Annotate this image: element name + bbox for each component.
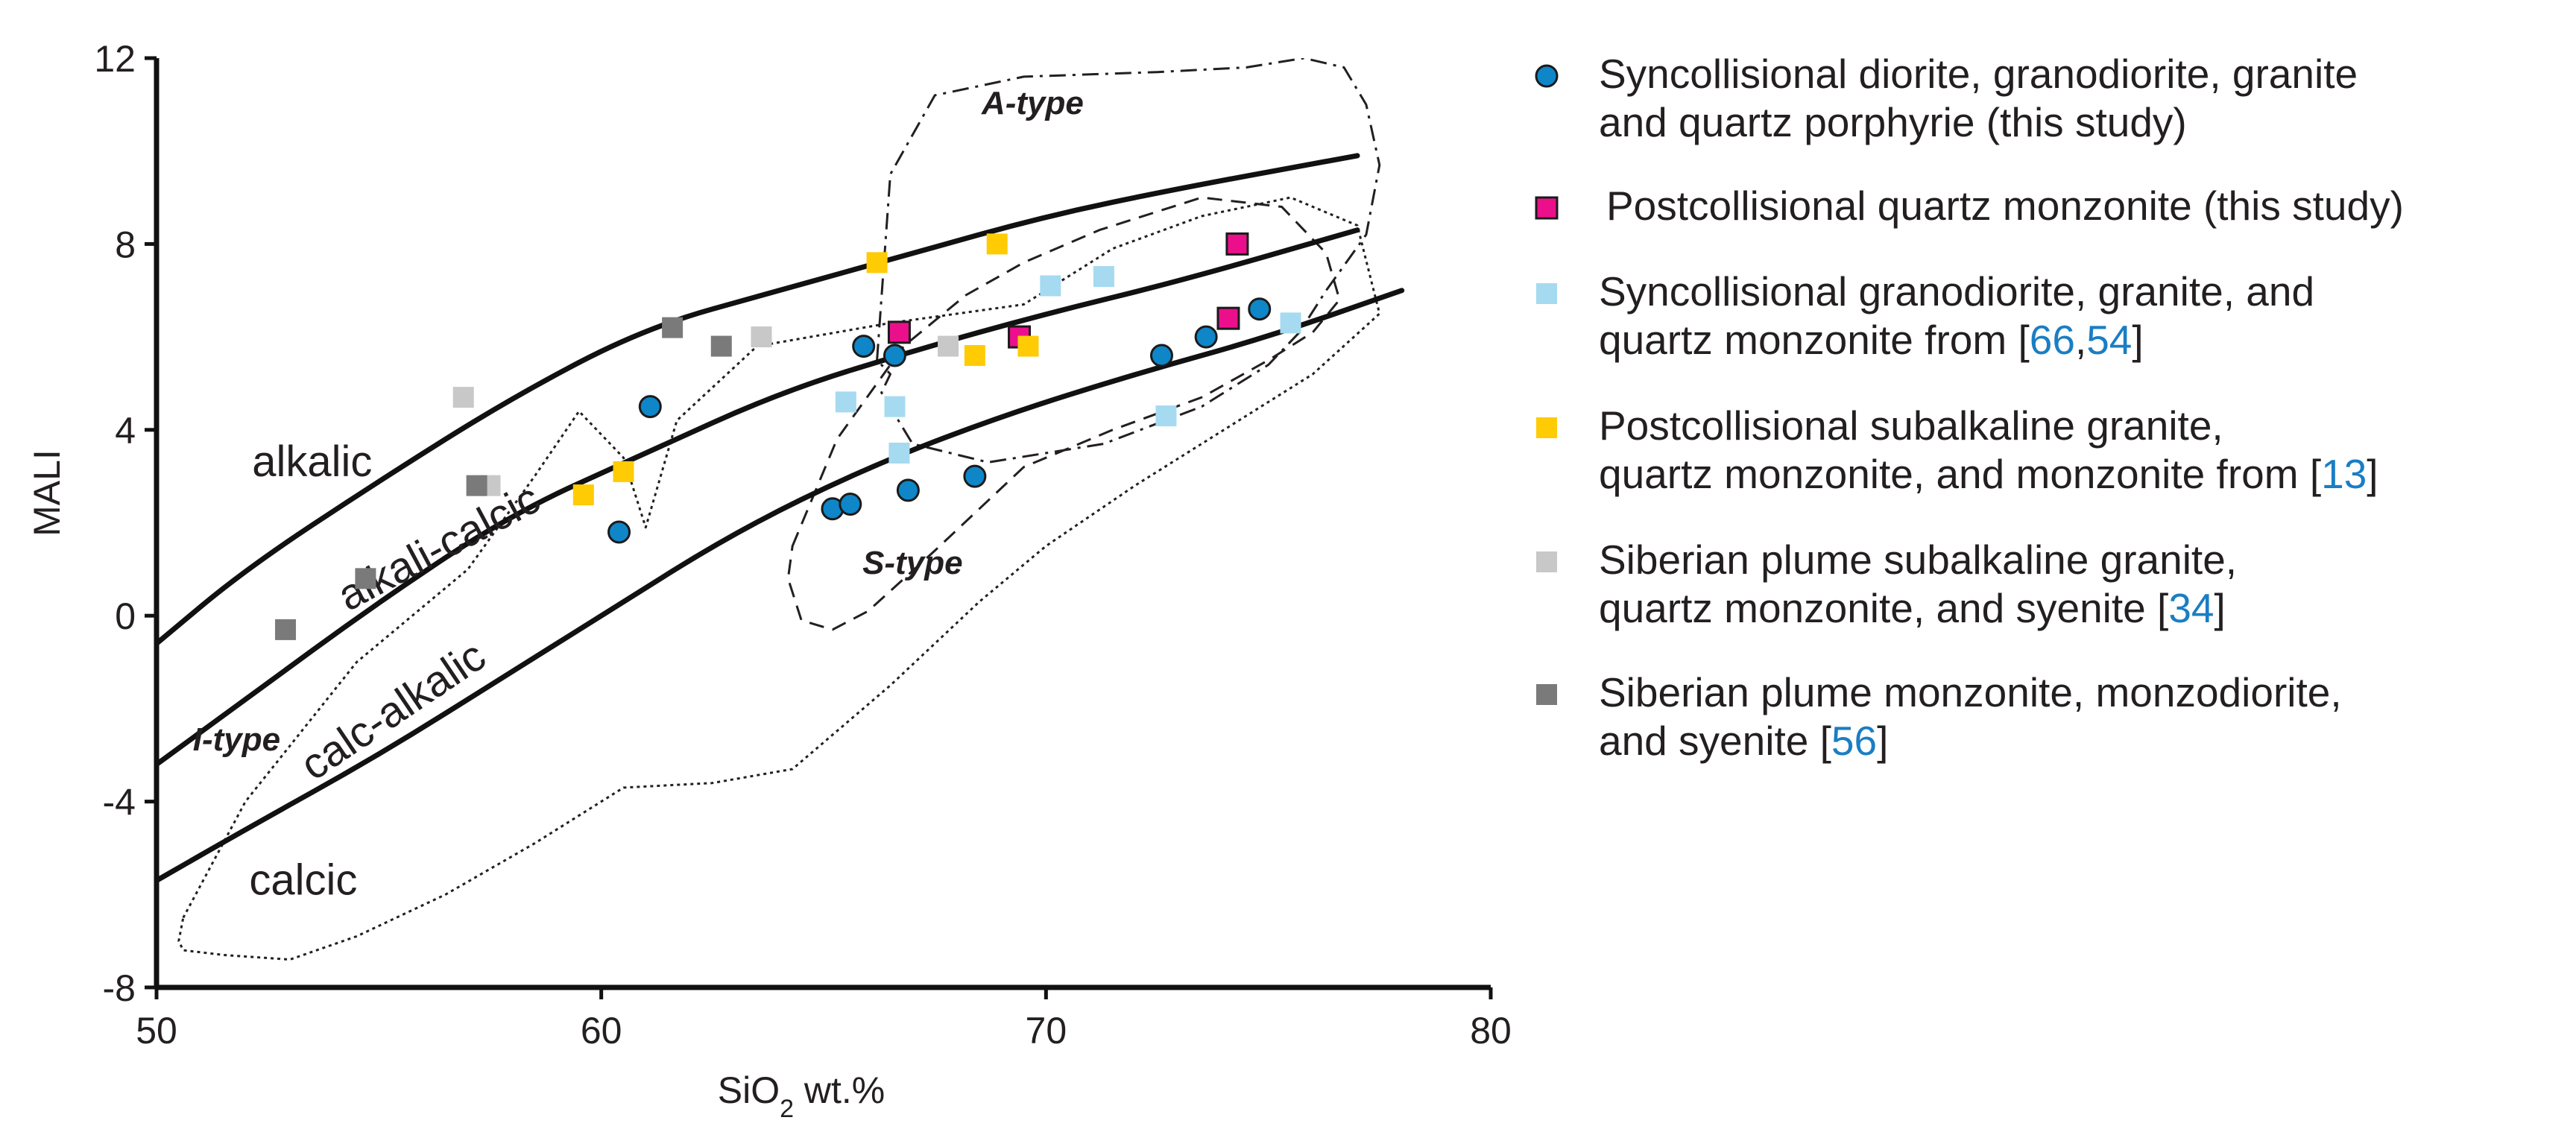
legend: Syncollisional diorite, granodiorite, gr… [1535, 51, 2404, 764]
data-point-series-1 [638, 395, 662, 419]
x-tick-label: 50 [136, 1010, 177, 1052]
plot-content [157, 58, 1405, 961]
field-label-calc-alkalic: calc-alkalic [292, 631, 494, 789]
y-tick-label: 12 [94, 38, 136, 80]
data-point-series-1 [1194, 325, 1218, 349]
legend-label-1: and quartz porphyrie (this study) [1599, 99, 2187, 145]
data-point-series-1 [883, 344, 906, 367]
y-tick-label: 8 [115, 224, 136, 265]
boundary-line-3 [157, 288, 1405, 884]
legend-marker-2 [1535, 196, 1559, 220]
legend-marker-1 [1535, 64, 1559, 88]
data-point-series-3 [888, 442, 910, 464]
data-point-series-6 [355, 568, 376, 589]
legend-label-2: Postcollisional quartz monzonite (this s… [1606, 183, 2404, 229]
data-point-series-1 [839, 493, 862, 516]
data-point-series-2 [1225, 232, 1249, 256]
legend-marker-4 [1536, 417, 1557, 438]
y-tick-label: -4 [103, 782, 136, 823]
data-point-series-4 [572, 484, 594, 506]
legend-label-3: quartz monzonite from [66,54] [1599, 317, 2144, 363]
legend-label-3: Syncollisional granodiorite, granite, an… [1599, 268, 2314, 314]
data-point-series-6 [275, 619, 297, 640]
data-point-series-4 [613, 461, 634, 482]
boundary-line-1 [157, 153, 1360, 647]
legend-marker-3 [1536, 283, 1557, 304]
x-axis-title: SiO2 wt.% [718, 1069, 886, 1123]
data-point-series-4 [964, 345, 985, 367]
a-type-field-outline [876, 58, 1381, 464]
data-point-series-1 [1149, 344, 1173, 367]
data-point-series-1 [607, 520, 631, 544]
x-tick-label: 80 [1470, 1010, 1512, 1052]
legend-marker-6 [1536, 684, 1557, 705]
x-tick-label: 70 [1026, 1010, 1067, 1052]
field-label-alkali-calcic: alkali-calcic [330, 474, 548, 621]
y-tick-label: 0 [115, 595, 136, 637]
legend-label-5: Siberian plume subalkaline granite, [1599, 537, 2237, 583]
data-point-series-1 [1248, 297, 1272, 321]
data-point-series-3 [1093, 266, 1114, 288]
i-type-label: I-type [193, 721, 280, 758]
field-label-alkalic: alkalic [252, 437, 372, 486]
data-point-series-4 [986, 233, 1008, 255]
i-type-field-outline [177, 196, 1381, 961]
legend-label-6: Siberian plume monzonite, monzodiorite, [1599, 669, 2342, 715]
s-type-label: S-type [862, 545, 962, 581]
data-point-series-6 [662, 317, 684, 338]
y-tick-label: -8 [103, 967, 136, 1009]
legend-label-1: Syncollisional diorite, granodiorite, gr… [1599, 51, 2358, 97]
data-point-series-6 [466, 475, 487, 496]
data-point-series-2 [1216, 306, 1240, 330]
data-point-series-1 [896, 478, 920, 502]
legend-marker-5 [1536, 551, 1557, 572]
s-type-field-outline [786, 196, 1341, 631]
legend-label-4: Postcollisional subalkaline granite, [1599, 402, 2223, 449]
legend-label-5: quartz monzonite, and syenite [34] [1599, 585, 2226, 631]
data-point-series-1 [963, 464, 987, 488]
data-point-series-3 [1280, 312, 1301, 334]
data-point-series-4 [1017, 335, 1039, 357]
data-point-series-3 [1155, 405, 1177, 427]
y-tick-label: 4 [115, 410, 136, 452]
data-point-series-4 [866, 252, 888, 273]
field-label-calcic: calcic [249, 856, 357, 904]
data-point-series-5 [938, 335, 959, 357]
x-tick-label: 60 [581, 1010, 622, 1052]
data-point-series-3 [835, 391, 856, 413]
data-point-series-3 [1040, 275, 1061, 297]
data-point-series-5 [751, 326, 772, 348]
data-point-series-2 [887, 320, 911, 344]
legend-label-4: quartz monzonite, and monzonite from [13… [1599, 451, 2378, 497]
data-point-series-3 [884, 396, 906, 417]
data-point-series-1 [852, 335, 876, 358]
a-type-label: A-type [981, 85, 1084, 121]
data-point-series-5 [452, 387, 474, 408]
y-axis-title: MALI [26, 449, 68, 537]
data-point-series-6 [710, 335, 732, 357]
boundary-line-2 [157, 227, 1360, 768]
legend-label-6: and syenite [56] [1599, 718, 1888, 764]
